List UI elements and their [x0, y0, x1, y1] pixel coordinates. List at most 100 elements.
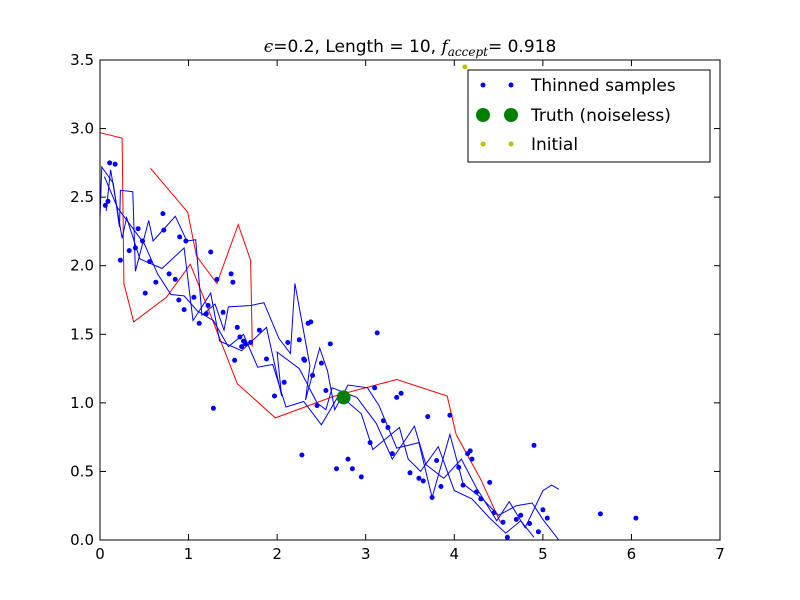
legend-marker-0-a — [480, 82, 486, 88]
sample-point-0 — [102, 202, 108, 208]
sample-point-70 — [447, 412, 453, 418]
sample-point-65 — [420, 478, 426, 484]
sample-point-20 — [191, 294, 197, 300]
sample-point-36 — [256, 327, 262, 333]
y-tick-label: 2.0 — [70, 257, 94, 275]
chart-title: ϵ=0.2, Length = 10, faccept= 0.918 — [264, 37, 557, 59]
sample-point-1 — [107, 160, 113, 166]
sample-point-22 — [203, 311, 209, 317]
sample-point-55 — [367, 440, 373, 446]
sample-point-48 — [318, 360, 324, 366]
sample-point-76 — [473, 489, 479, 495]
sample-point-35 — [248, 340, 254, 345]
sample-point-45 — [308, 319, 314, 325]
title-f-subscript: accept — [448, 45, 488, 59]
sample-point-12 — [160, 211, 166, 217]
sample-point-32 — [239, 344, 245, 350]
line-series-layer — [99, 132, 560, 541]
legend-label-2: Initial — [531, 135, 578, 155]
sample-point-39 — [281, 379, 287, 385]
x-tick-label: 4 — [450, 545, 460, 563]
sample-point-41 — [296, 337, 302, 343]
sample-point-71 — [456, 464, 462, 470]
sample-point-8 — [140, 238, 145, 244]
sample-point-13 — [161, 227, 167, 233]
sample-point-6 — [132, 245, 138, 251]
x-tick-label: 6 — [627, 545, 637, 563]
sample-point-7 — [135, 226, 141, 232]
sample-point-68 — [434, 458, 440, 463]
line-trace-3-0 — [99, 132, 501, 523]
legend-marker-1-a — [476, 108, 490, 122]
sample-point-92 — [301, 356, 307, 362]
sample-point-90 — [633, 515, 639, 521]
x-tick-label: 2 — [272, 545, 282, 563]
legend-marker-2-a — [480, 141, 486, 147]
sample-point-91 — [210, 405, 216, 411]
sample-point-2 — [105, 198, 111, 204]
sample-point-49 — [323, 388, 329, 393]
sample-point-60 — [389, 451, 395, 457]
sample-point-74 — [467, 448, 473, 454]
title-part1: =0.2, Length = 10, — [273, 37, 441, 57]
sample-point-58 — [380, 418, 386, 424]
line-trace-5-1 — [105, 169, 560, 529]
sample-point-29 — [232, 357, 238, 363]
scatter-points-layer — [102, 64, 639, 540]
sample-point-78 — [487, 479, 493, 485]
sample-point-51 — [334, 466, 339, 472]
sample-point-79 — [491, 510, 497, 516]
sample-point-4 — [117, 257, 123, 263]
sample-point-16 — [176, 297, 182, 303]
title-epsilon: ϵ — [264, 37, 274, 57]
sample-point-18 — [181, 307, 187, 313]
sample-point-57 — [374, 330, 380, 336]
line-trace-4-0 — [150, 167, 253, 347]
sample-point-89 — [597, 511, 603, 517]
sample-point-47 — [314, 403, 320, 409]
y-tick-label: 3.5 — [70, 51, 94, 69]
sample-point-62 — [398, 390, 404, 396]
sample-point-83 — [518, 512, 524, 518]
sample-point-10 — [147, 259, 153, 265]
y-axis-ticks: 0.0 0.5 1.0 1.5 2.0 2.5 3.0 3.5 — [70, 51, 720, 549]
y-tick-label: 1.5 — [70, 325, 94, 343]
x-tick-label: 5 — [538, 545, 548, 563]
sample-point-17 — [177, 234, 183, 240]
y-tick-label: 1.0 — [70, 394, 94, 412]
sample-point-56 — [372, 385, 378, 391]
sample-point-26 — [220, 309, 226, 315]
sample-point-87 — [540, 507, 546, 513]
sample-point-64 — [416, 475, 422, 481]
sample-point-75 — [469, 456, 475, 462]
sample-point-85 — [531, 442, 537, 448]
plot-area — [99, 64, 639, 541]
sample-point-63 — [407, 470, 413, 476]
initial-point-0 — [462, 64, 468, 70]
sample-point-42 — [299, 452, 305, 458]
line-trace-5-0 — [99, 165, 560, 541]
sample-point-82 — [513, 516, 519, 522]
sample-point-15 — [172, 276, 178, 282]
sample-point-19 — [183, 238, 189, 244]
legend-label-1: Truth (noiseless) — [530, 106, 671, 126]
sample-point-72 — [460, 482, 466, 488]
line-trace-5-2 — [103, 176, 535, 538]
y-tick-label: 0.5 — [70, 462, 94, 480]
sample-point-84 — [527, 521, 533, 526]
sample-point-37 — [264, 356, 269, 362]
sample-point-53 — [349, 466, 355, 472]
truth-point-0 — [336, 390, 351, 405]
sample-point-50 — [327, 341, 333, 347]
sample-point-81 — [504, 534, 510, 540]
x-tick-label: 7 — [715, 545, 725, 563]
sample-point-27 — [228, 271, 234, 277]
sample-point-54 — [358, 474, 364, 480]
sample-point-28 — [230, 279, 236, 285]
sample-point-66 — [425, 414, 431, 420]
sample-point-38 — [272, 393, 277, 399]
axes-frame — [99, 59, 721, 541]
sample-point-59 — [385, 425, 391, 430]
legend-marker-0-b — [508, 82, 514, 88]
